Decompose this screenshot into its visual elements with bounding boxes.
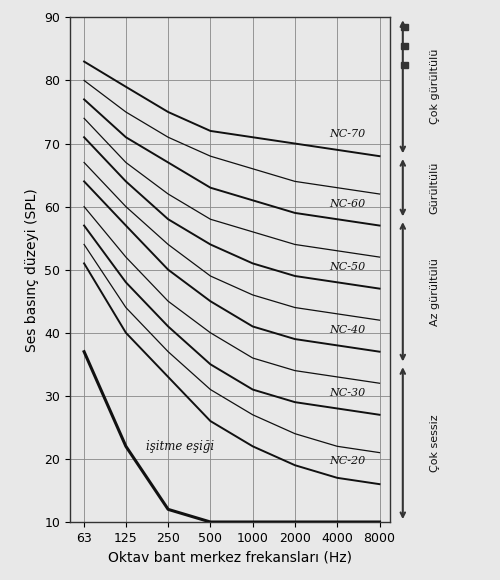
Text: NC-70: NC-70 (329, 129, 366, 139)
Text: Çok sessiz: Çok sessiz (430, 414, 440, 472)
Text: işitme eşiği: işitme eşiği (146, 440, 214, 453)
Text: NC-40: NC-40 (329, 325, 366, 335)
Y-axis label: Ses basınç düzeyi (SPL): Ses basınç düzeyi (SPL) (24, 188, 38, 351)
Text: NC-60: NC-60 (329, 198, 366, 209)
Bar (401, 24, 407, 30)
Text: Az gürültülü: Az gürültülü (430, 258, 440, 326)
Text: NC-50: NC-50 (329, 262, 366, 271)
Bar (401, 43, 407, 49)
Text: Gürültülü: Gürültülü (430, 161, 440, 214)
Text: NC-20: NC-20 (329, 456, 366, 466)
Text: NC-30: NC-30 (329, 388, 366, 398)
Text: Çok gürültülü: Çok gürültülü (430, 49, 440, 125)
Bar (401, 62, 407, 68)
X-axis label: Oktav bant merkez frekansları (Hz): Oktav bant merkez frekansları (Hz) (108, 550, 352, 564)
